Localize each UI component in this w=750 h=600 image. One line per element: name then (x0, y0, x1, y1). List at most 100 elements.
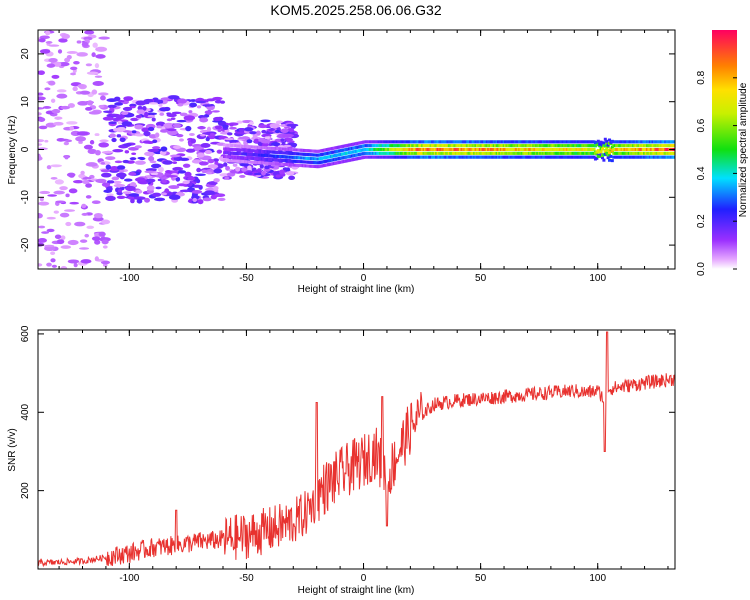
spectrogram-cell (124, 150, 130, 154)
spectrogram-cell (102, 116, 114, 121)
spectrogram-cell (65, 221, 72, 227)
spectrogram-cell (225, 165, 231, 171)
spectrogram-cell (59, 186, 68, 191)
spectrogram-cell (78, 173, 86, 179)
colorbar-ticks: 0.0 0.2 0.4 0.6 0.8 (696, 70, 737, 276)
spectrogram-cell (608, 138, 612, 142)
spectrogram-cell (80, 259, 92, 264)
spectrogram-cell (73, 60, 80, 65)
spectrogram-cell (159, 129, 169, 133)
spectrogram-cell (264, 165, 270, 170)
spectrogram-cell (58, 38, 68, 43)
spectrogram-cell (69, 201, 79, 205)
spectrogram-cell (206, 126, 212, 132)
spectrogram-cell (142, 105, 147, 111)
spectrogram-cell (47, 194, 58, 197)
spectrogram-cell (285, 170, 295, 176)
spectrogram-cell (155, 121, 166, 127)
spectrogram-cell (38, 125, 48, 130)
spectrogram-cell (85, 63, 93, 67)
spectrogram-cell (137, 105, 143, 111)
spectrogram-x-label: Height of straight line (km) (298, 284, 415, 295)
spectrogram-cell (189, 102, 198, 108)
spectrogram-y-ticks: -20 -10 0 10 20 (20, 48, 675, 252)
spectrogram-cell (158, 107, 169, 112)
spectrogram-cell (196, 178, 201, 184)
spectrogram-cell (145, 112, 158, 116)
spectrogram-cell (79, 247, 90, 250)
spectrogram-cell (158, 103, 163, 107)
spectrogram-cell (606, 143, 610, 147)
spectrogram-cell (603, 137, 607, 141)
spectrogram-cell (226, 132, 233, 136)
spectrogram-cell (206, 98, 216, 102)
spectrogram-cell (79, 90, 91, 95)
spectrogram-cell (172, 145, 182, 150)
spectrogram-cell (98, 92, 109, 96)
spectrogram-cell (39, 197, 44, 202)
spectrogram-cell (85, 162, 98, 167)
spectrogram-cell (60, 245, 72, 249)
spectrogram-cell (253, 172, 264, 176)
spectrogram-cell (672, 151, 675, 155)
y-tick-label: 20 (20, 48, 31, 60)
spectrogram-cell (274, 129, 281, 134)
spectrogram-cell (51, 264, 58, 268)
spectrogram-cell (167, 129, 179, 136)
spectrogram-cell (217, 197, 226, 201)
spectrogram-cell (101, 182, 111, 187)
spectrogram-cell (260, 119, 271, 123)
spectrogram-cell (38, 213, 43, 219)
x-tick-label: 0 (361, 273, 367, 284)
spectrogram-cell (150, 172, 159, 176)
spectrogram-cell (121, 121, 133, 127)
spectrogram-cell (73, 262, 78, 268)
spectrogram-cell (50, 176, 58, 180)
spectrogram-cell (134, 145, 142, 149)
spectrogram-cell (85, 183, 93, 188)
spectrogram-cell (227, 139, 239, 143)
spectrogram-cell (237, 136, 250, 140)
spectrogram-cell (608, 158, 612, 162)
spectrogram-cell (199, 117, 209, 123)
snr-x-label: Height of straight line (km) (298, 585, 415, 596)
x-tick-label: 50 (475, 273, 487, 284)
spectrogram-cell (236, 120, 243, 124)
colorbar-tick-label: 0.2 (696, 214, 707, 228)
spectrogram-cell (94, 256, 99, 262)
spectrogram-cell (84, 30, 95, 35)
spectrogram-cell (205, 136, 210, 142)
spectrogram-cell (187, 176, 195, 181)
spectrogram-cell (213, 185, 219, 191)
spectrogram-cell (91, 236, 101, 241)
spectrogram-cell (128, 172, 137, 176)
spectrogram-cell (118, 99, 125, 103)
spectrogram-cell (603, 144, 607, 148)
spectrogram-cell (98, 142, 110, 148)
spectrogram-cell (172, 161, 178, 165)
snr-frame (37, 329, 676, 570)
spectrogram-cell (45, 30, 51, 36)
spectrogram-cell (204, 110, 213, 115)
colorbar-label: Normalized spectral amplitude (738, 82, 749, 217)
spectrogram-cell (105, 164, 112, 170)
spectrogram-cell (38, 117, 46, 122)
spectrogram-cell (116, 172, 127, 178)
spectrogram-cell (213, 168, 223, 174)
spectrogram-cell (60, 105, 71, 110)
spectrogram-cell (223, 162, 228, 167)
spectrogram-cell (249, 131, 257, 135)
spectrogram-cell (100, 169, 111, 173)
spectrogram-cell (598, 142, 602, 146)
spectrogram-cell (275, 120, 284, 124)
colorbar-tick-label: 0.8 (696, 70, 707, 84)
spectrogram-cell (85, 106, 93, 111)
spectrogram-cell (38, 38, 46, 43)
spectrogram-cell (76, 131, 89, 136)
spectrogram-cell (605, 151, 609, 155)
spectrogram-cell (202, 197, 212, 202)
spectrogram-cell (239, 162, 250, 167)
spectrogram-cell (94, 75, 103, 78)
spectrogram-cell (171, 111, 182, 115)
